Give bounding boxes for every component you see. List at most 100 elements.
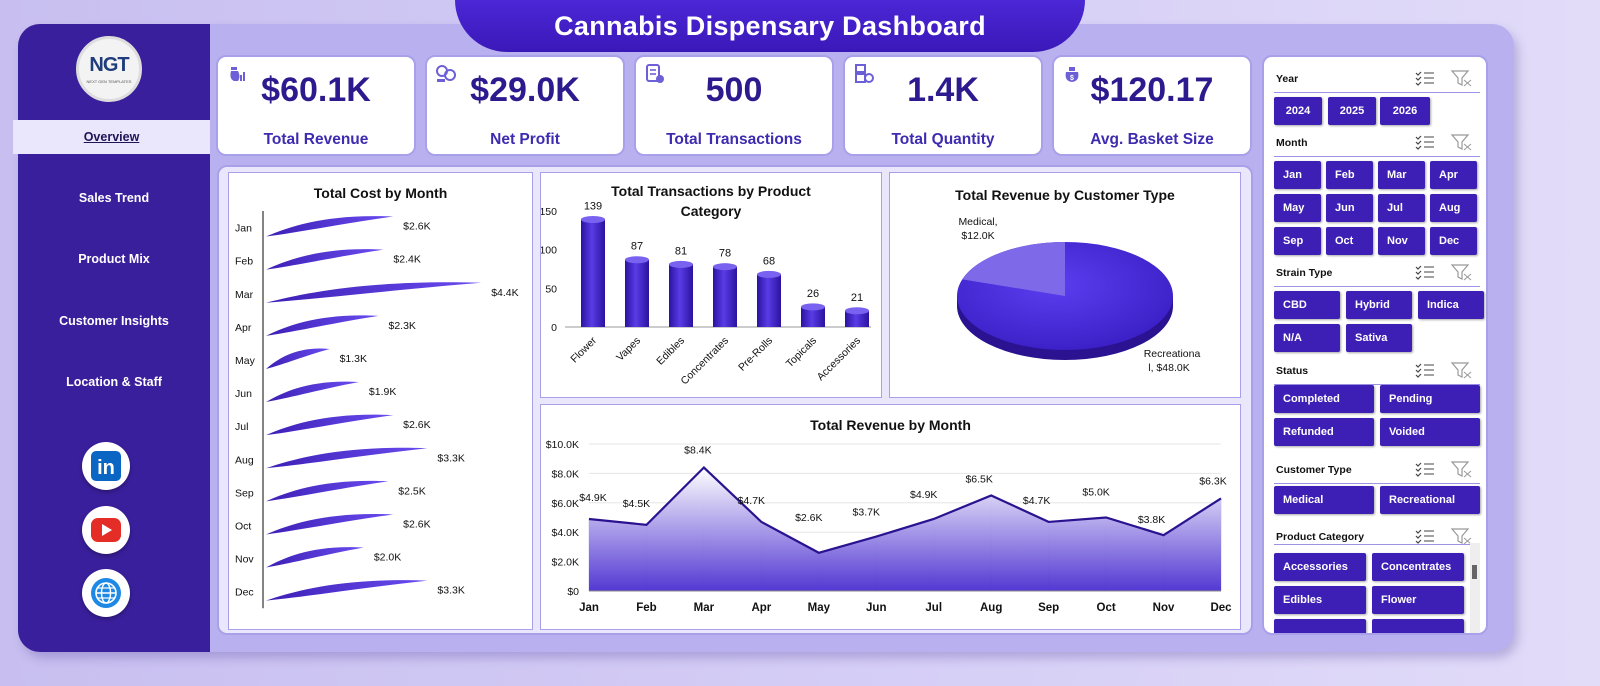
data-label: $2.4K [393,254,420,266]
bar [669,264,693,327]
slicer-chip[interactable]: Recreational [1380,486,1480,514]
slicer-chip[interactable]: 2025 [1328,97,1376,125]
slicer-chip-partial[interactable] [1274,619,1366,633]
company-logo[interactable]: NGT NEXT GEN TEMPLATES [76,36,142,102]
chart-total-cost-by-month[interactable]: Total Cost by Month Jan $2.6K Feb $2.4K Mar $… [228,172,533,630]
tick-label: Jun [866,602,886,614]
tick-label: Jan [235,223,252,235]
kpi-value: $29.0K [470,71,580,109]
nav-location-staff[interactable]: Location & Staff [66,375,162,389]
bar-cap [581,216,605,224]
slicer-chip[interactable]: Sep [1274,227,1321,255]
data-label: $4.4K [491,287,518,299]
slicer-scrollbar[interactable] [1470,543,1480,633]
clear-filter-icon[interactable] [1450,362,1472,379]
tick-label: Feb [235,256,253,268]
slicer-chip[interactable]: Concentrates [1372,553,1464,581]
clear-filter-icon[interactable] [1450,264,1472,281]
bar [625,259,649,327]
multi-select-icon[interactable] [1415,363,1434,378]
nav-customer-insights[interactable]: Customer Insights [59,314,169,328]
nav-product-mix[interactable]: Product Mix [78,252,150,266]
slicer-chip[interactable]: Pending [1380,385,1480,413]
slicer-chip[interactable]: Feb [1326,161,1373,189]
slicer-title-status: Status [1276,365,1309,377]
data-label: $6.3K [1199,475,1226,487]
chart-title: Total Revenue by Month [810,417,971,433]
data-label: $2.6K [403,419,430,431]
slicer-chip[interactable]: Edibles [1274,586,1366,614]
kpi-label: Total Revenue [263,131,369,148]
slicer-divider [1274,286,1480,287]
slicer-chip[interactable]: 2026 [1380,97,1430,125]
tick-label: Aug [980,602,1002,614]
slicer-chip[interactable]: Completed [1274,385,1374,413]
tick-label: $0 [567,586,579,598]
kpi-label: Total Transactions [666,131,802,148]
kpi-label: Net Profit [490,131,560,148]
multi-select-icon[interactable] [1415,71,1434,86]
scrollbar-thumb[interactable] [1472,565,1477,579]
slicer-chip[interactable]: Mar [1378,161,1425,189]
slicer-chip[interactable]: Oct [1326,227,1373,255]
linkedin-button[interactable]: in [82,442,130,490]
data-label: $2.6K [403,221,430,233]
chart-revenue-by-month[interactable]: Total Revenue by Month $0 $2.0K $4.0K $6.0K… [540,404,1241,630]
slicer-chip[interactable]: Aug [1430,194,1477,222]
slicer-chip[interactable]: N/A [1274,324,1340,352]
kpi-card-net-profit: $29.0K Net Profit [425,55,625,156]
slicer-chip-partial[interactable] [1372,619,1464,633]
slicer-chip[interactable]: Jun [1326,194,1373,222]
slicer-chip[interactable]: Medical [1274,486,1374,514]
data-label: $2.6K [795,512,822,524]
data-label: $2.3K [389,320,416,332]
data-label: $1.3K [340,353,367,365]
slicer-chip[interactable]: Flower [1372,586,1464,614]
slicer-chip[interactable]: May [1274,194,1321,222]
slicer-chip[interactable]: Apr [1430,161,1477,189]
slicer-chip[interactable]: Jan [1274,161,1321,189]
bar [266,580,428,601]
slicer-chip[interactable]: Dec [1430,227,1477,255]
clear-filter-icon[interactable] [1450,134,1472,151]
slicer-chip[interactable]: CBD [1274,291,1340,319]
slicer-chip[interactable]: Voided [1380,418,1480,446]
slicer-chip[interactable]: Nov [1378,227,1425,255]
bar [757,274,781,327]
area-fill [589,467,1221,591]
multi-select-icon[interactable] [1415,135,1434,150]
slicer-chip[interactable]: Indica [1418,291,1484,319]
slicer-tools [1415,264,1472,281]
chart-revenue-by-customer-type[interactable]: Total Revenue by Customer Type Medical, $… [889,172,1241,398]
slicer-chip[interactable]: Sativa [1346,324,1412,352]
multi-select-icon[interactable] [1415,462,1434,477]
slicer-chip[interactable]: Accessories [1274,553,1366,581]
kpi-card-avg-basket-size: $ $120.17 Avg. Basket Size [1052,55,1252,156]
tick-label: Feb [636,602,656,614]
youtube-button[interactable] [82,506,130,554]
data-label: 21 [851,292,863,304]
nav-overview[interactable]: Overview [13,120,210,154]
slicer-chip[interactable]: Refunded [1274,418,1374,446]
clear-filter-icon[interactable] [1450,461,1472,478]
nav-sales-trend[interactable]: Sales Trend [78,191,150,205]
slicer-chip[interactable]: Jul [1378,194,1425,222]
pie-slice-medical [962,242,1065,296]
svg-text:$: $ [1070,75,1074,82]
website-button[interactable] [82,569,130,617]
slicer-chip[interactable]: 2024 [1274,97,1322,125]
clear-filter-icon[interactable] [1450,528,1472,545]
bar [266,249,384,270]
tick-label: 50 [545,283,557,295]
slicer-chip[interactable]: Hybrid [1346,291,1412,319]
data-label: $2.0K [374,552,401,564]
linkedin-icon: in [91,451,121,481]
tick-label: Jul [925,602,942,614]
chart-transactions-by-category[interactable]: Total Transactions by Product Category 0… [540,172,882,398]
category-label: Edibles [654,335,687,368]
clear-filter-icon[interactable] [1450,70,1472,87]
multi-select-icon[interactable] [1415,265,1434,280]
multi-select-icon[interactable] [1415,529,1434,544]
slicer-divider [1274,544,1480,545]
chart-title: Total Cost by Month [313,185,448,201]
